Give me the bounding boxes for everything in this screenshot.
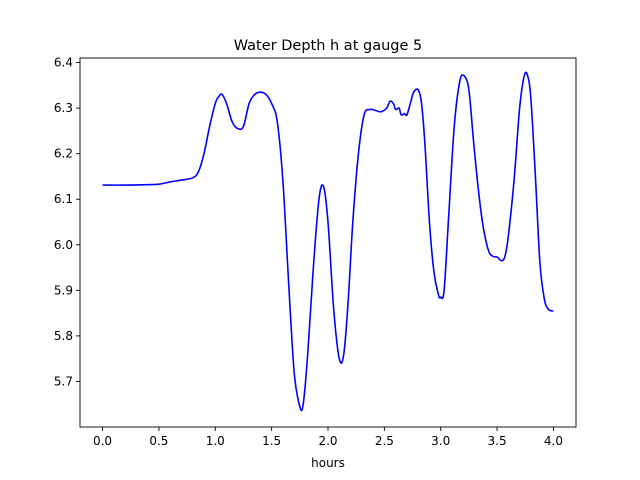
- y-axis-ticks: 5.7 5.8 5.9 6.0 6.1 6.2 6.3 6.4: [54, 56, 80, 388]
- y-tick-label: 6.4: [54, 56, 73, 70]
- x-tick-label: 4.0: [544, 434, 563, 448]
- chart-title: Water Depth h at gauge 5: [234, 38, 422, 54]
- y-tick-label: 5.9: [54, 283, 73, 297]
- x-tick-label: 0.5: [149, 434, 168, 448]
- x-axis-ticks: 0.0 0.5 1.0 1.5 2.0 2.5 3.0 3.5 4.0: [93, 427, 563, 448]
- y-tick-label: 5.7: [54, 374, 73, 388]
- x-axis-title: hours: [311, 456, 345, 470]
- x-tick-label: 2.0: [318, 434, 337, 448]
- plot-area: 0.0 0.5 1.0 1.5 2.0 2.5 3.0 3.5 4.0 5.7 5.8 5.9 6.0…: [54, 56, 577, 448]
- y-tick-label: 6.0: [54, 238, 73, 252]
- y-tick-label: 6.2: [54, 147, 73, 161]
- y-tick-label: 6.3: [54, 101, 73, 115]
- y-tick-label: 6.1: [54, 192, 73, 206]
- x-tick-label: 1.5: [262, 434, 281, 448]
- x-tick-label: 3.0: [431, 434, 450, 448]
- x-tick-label: 3.5: [488, 434, 507, 448]
- x-tick-label: 1.0: [206, 434, 225, 448]
- x-tick-label: 2.5: [375, 434, 394, 448]
- y-tick-label: 5.8: [54, 329, 73, 343]
- series-line-water-depth: [102, 71, 554, 412]
- x-tick-label: 0.0: [93, 434, 112, 448]
